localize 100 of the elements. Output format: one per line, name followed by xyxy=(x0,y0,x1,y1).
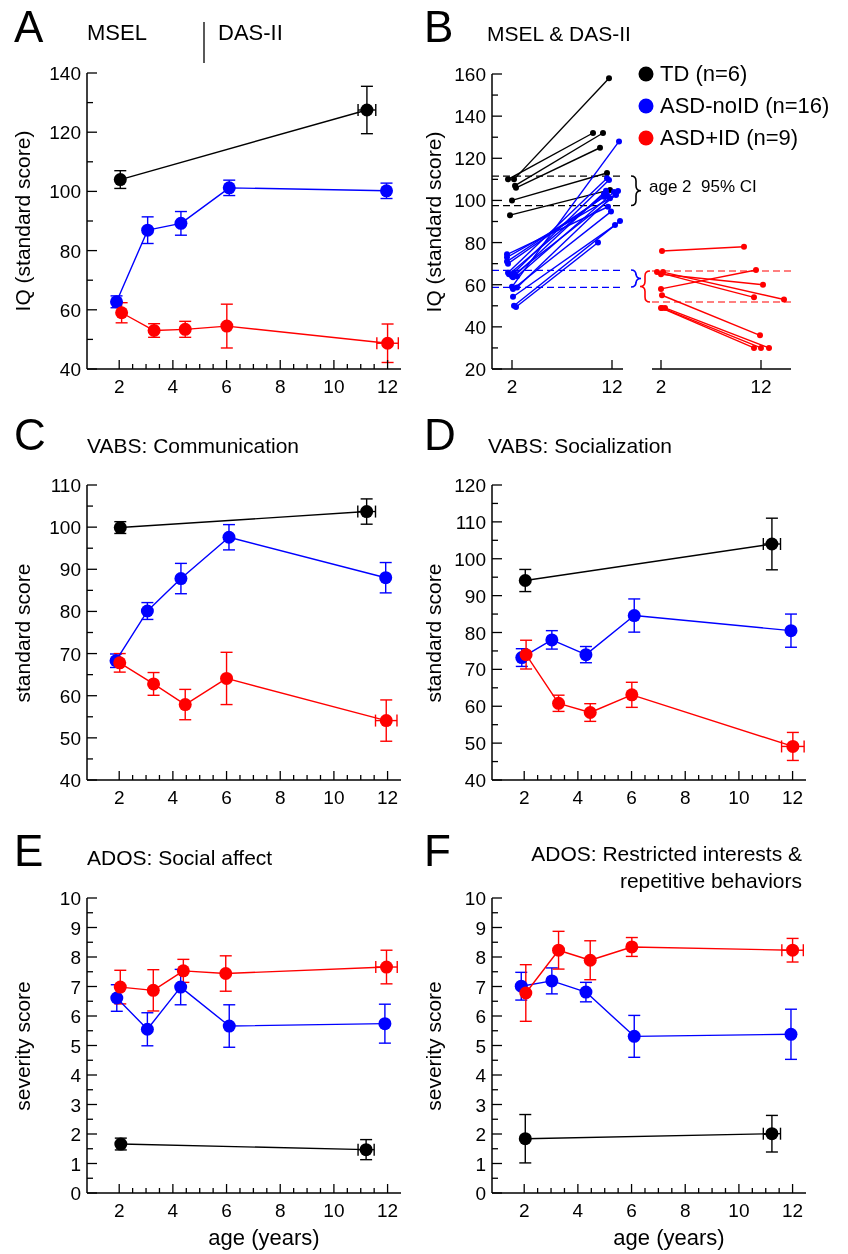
x-tick-label: 12 xyxy=(377,787,399,808)
text: F xyxy=(424,826,451,877)
text: MSEL xyxy=(87,20,147,46)
y-axis-title: IQ (standard score) xyxy=(422,131,446,312)
y-tick-label: 60 xyxy=(59,685,81,707)
x-tick-label: 4 xyxy=(167,1200,179,1221)
y-tick-label: 100 xyxy=(49,181,81,203)
x-tick-label: 4 xyxy=(572,1200,584,1221)
y-tick-label: 70 xyxy=(59,643,81,665)
x-tick-label: 12 xyxy=(782,1200,804,1221)
y-tick-label: 1 xyxy=(70,1153,81,1175)
chart-title: ADOS: Social affect xyxy=(87,845,273,871)
y-tick-label: 7 xyxy=(475,976,486,998)
y-tick-label: 9 xyxy=(70,917,81,939)
y-tick-label: 6 xyxy=(70,1006,81,1027)
x-tick-label: 2 xyxy=(113,787,125,808)
x-tick-label: 4 xyxy=(167,787,179,808)
y-tick-label: 40 xyxy=(59,770,81,791)
y-tick-label: 50 xyxy=(59,727,81,749)
y-axis-title: IQ (standard score) xyxy=(11,130,35,312)
y-tick-label: 80 xyxy=(464,622,486,644)
x-tick-label: 2 xyxy=(518,787,530,808)
chart-title: VABS: Socialization xyxy=(488,433,673,459)
x-tick-label: 8 xyxy=(274,376,286,397)
legend-label: ASD-noID (n=16) xyxy=(660,93,830,119)
y-tick-label: 120 xyxy=(49,122,81,144)
text: A xyxy=(14,2,44,53)
y-axis-title: standard score xyxy=(11,563,35,702)
y-tick-label: 3 xyxy=(475,1094,486,1116)
y-axis-title: standard score xyxy=(422,563,446,702)
x-tick-label: 2 xyxy=(113,1200,125,1221)
y-tick-label: 60 xyxy=(464,274,486,296)
chart-title: ADOS: Restricted interests & repetitive behaviors xyxy=(531,842,802,892)
y-tick-label: 1 xyxy=(475,1153,486,1175)
y-tick-label: 9 xyxy=(475,917,486,939)
y-tick-label: 8 xyxy=(475,947,486,968)
y-tick-label: 0 xyxy=(70,1183,81,1204)
x-tick-label: 10 xyxy=(323,1200,345,1221)
x-tick-label: 6 xyxy=(221,376,232,397)
y-tick-label: 120 xyxy=(454,148,486,170)
y-tick-label: 20 xyxy=(464,359,486,380)
x-tick-label: 6 xyxy=(221,1200,232,1221)
text: B xyxy=(424,2,454,53)
y-tick-label: 5 xyxy=(475,1035,486,1057)
y-tick-label: 140 xyxy=(49,63,81,84)
y-tick-label: 100 xyxy=(49,517,81,539)
text: C xyxy=(14,410,46,461)
y-tick-label: 5 xyxy=(70,1035,81,1057)
x-tick-label: 8 xyxy=(679,1200,691,1221)
legend-label: ASD+ID (n=9) xyxy=(660,125,799,151)
x-tick-label: 8 xyxy=(274,1200,286,1221)
y-tick-label: 120 xyxy=(454,475,486,496)
x-axis-title: age (years) xyxy=(613,1225,725,1251)
x-tick-label: 8 xyxy=(679,787,691,808)
y-tick-label: 80 xyxy=(464,232,486,254)
y-tick-label: 60 xyxy=(464,696,486,718)
legend-label: TD (n=6) xyxy=(660,61,748,87)
y-tick-label: 50 xyxy=(464,733,486,755)
text: E xyxy=(14,826,44,877)
x-tick-label: 6 xyxy=(221,787,232,808)
x-tick-label: 12 xyxy=(601,376,623,397)
annotation: age 2 95% CI xyxy=(649,177,757,197)
y-tick-label: 7 xyxy=(70,976,81,998)
x-tick-label: 2 xyxy=(655,376,667,397)
y-tick-label: 6 xyxy=(475,1006,486,1027)
x-tick-label: 2 xyxy=(518,1200,530,1221)
y-tick-label: 80 xyxy=(59,240,81,262)
x-tick-label: 12 xyxy=(377,1200,399,1221)
y-tick-label: 160 xyxy=(454,64,486,85)
y-axis-title: severity score xyxy=(11,980,35,1111)
y-tick-label: 0 xyxy=(475,1183,486,1204)
y-tick-label: 90 xyxy=(464,585,486,607)
y-tick-label: 40 xyxy=(464,770,486,791)
y-tick-label: 70 xyxy=(464,659,486,681)
x-tick-label: 10 xyxy=(728,1200,750,1221)
x-tick-label: 8 xyxy=(274,787,286,808)
x-tick-label: 12 xyxy=(782,787,804,808)
x-tick-label: 6 xyxy=(626,1200,637,1221)
y-tick-label: 110 xyxy=(455,511,486,533)
x-tick-label: 2 xyxy=(506,376,518,397)
y-tick-label: 2 xyxy=(475,1124,486,1145)
x-tick-label: 12 xyxy=(377,376,399,397)
y-axis-title: severity score xyxy=(422,980,446,1111)
y-tick-label: 110 xyxy=(50,475,81,496)
y-tick-label: 100 xyxy=(454,548,486,570)
y-tick-label: 90 xyxy=(59,559,81,581)
y-tick-label: 40 xyxy=(59,359,81,380)
y-tick-label: 100 xyxy=(454,190,486,212)
x-tick-label: 10 xyxy=(323,376,345,397)
y-tick-label: 60 xyxy=(59,299,81,321)
y-tick-label: 8 xyxy=(70,947,81,968)
y-tick-label: 4 xyxy=(70,1065,82,1086)
text: DAS-II xyxy=(218,20,283,46)
text: D xyxy=(424,410,456,461)
y-tick-label: 2 xyxy=(70,1124,81,1145)
x-tick-label: 4 xyxy=(167,376,179,397)
y-tick-label: 4 xyxy=(475,1065,487,1086)
chart-title: MSEL & DAS-II xyxy=(487,21,631,47)
x-tick-label: 10 xyxy=(323,787,345,808)
x-tick-label: 2 xyxy=(113,376,125,397)
